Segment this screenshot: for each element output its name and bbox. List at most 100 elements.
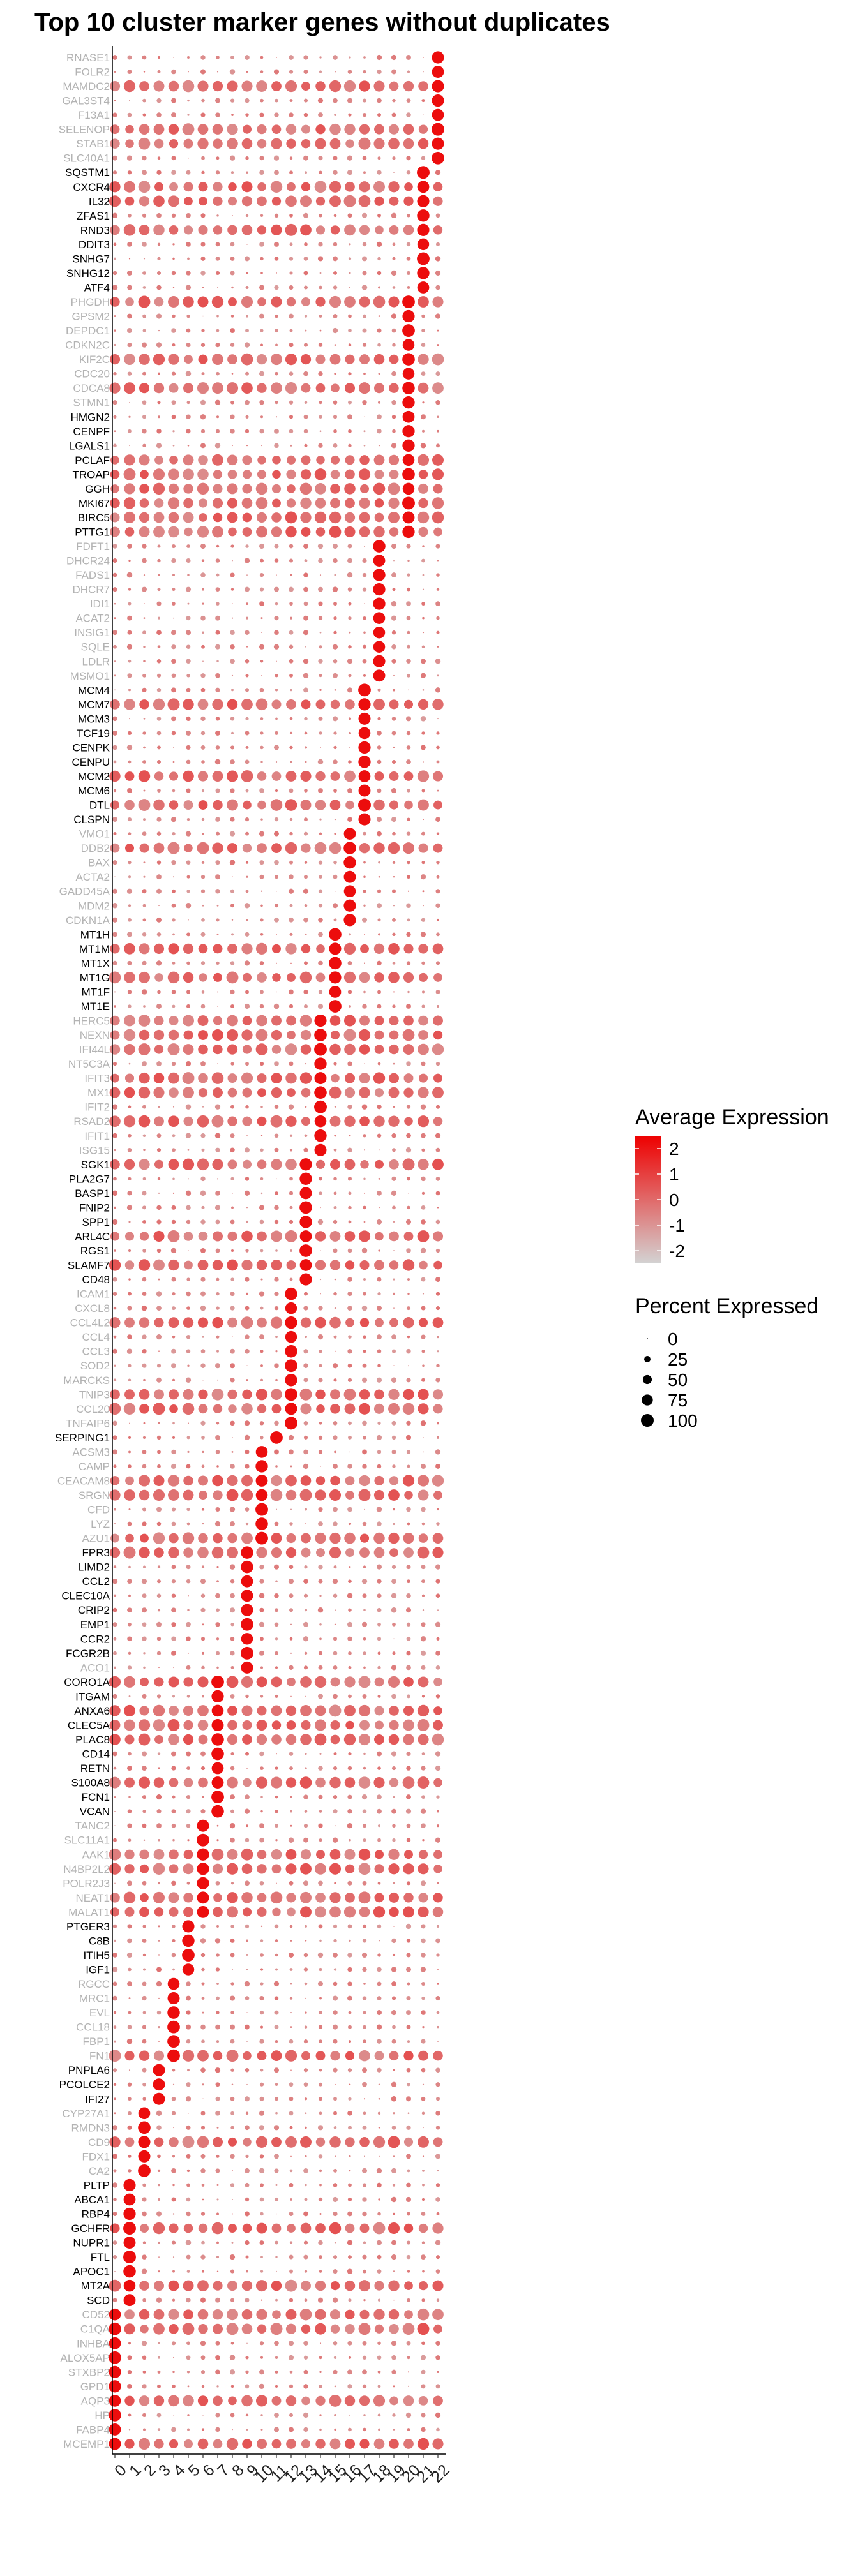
dot-RMDN3-5: [186, 2125, 191, 2130]
dot-MX1-14: [314, 1086, 327, 1099]
dot-BIRC5-19: [388, 511, 400, 523]
dot-MAMDC2-12: [285, 80, 297, 93]
dot-SLAMF7-8: [227, 1259, 238, 1271]
dot-CENPU-3: [157, 760, 161, 764]
dot-CCL20-17: [358, 1403, 371, 1415]
dot-PCOLCE2-3: [153, 2078, 165, 2091]
dot-RGS1-22: [435, 1248, 440, 1253]
dot-NEAT1-5: [183, 1893, 193, 1903]
dot-RNASE1-4: [173, 57, 174, 58]
dot-RGCC-13: [304, 1982, 308, 1986]
dot-MDM2-14: [318, 904, 323, 908]
dot-ACSM3-1: [128, 1450, 131, 1454]
dot-CCL4L2-18: [375, 1318, 384, 1327]
dot-LDLR-11: [276, 660, 277, 662]
dot-VMO1-20: [406, 831, 411, 836]
dot-ARL4C-2: [139, 1232, 149, 1241]
dot-HERC5-17: [359, 1015, 370, 1026]
gene-label: LDLR: [82, 655, 110, 667]
dot-GPD1-13: [303, 2384, 308, 2389]
dot-GAL3ST4-10: [260, 98, 264, 103]
dot-GPSM2-11: [275, 314, 278, 318]
dot-CD14-8: [230, 1752, 234, 1756]
dot-MT1G-18: [374, 972, 384, 983]
dot-RETN-6: [200, 1766, 206, 1771]
dot-PCLAF-7: [212, 454, 223, 466]
dot-CCL18-16: [348, 2025, 352, 2029]
dot-ANXA6-21: [417, 1704, 430, 1717]
dot-MT1E-21: [421, 1004, 425, 1008]
dot-BAX-8: [229, 860, 236, 865]
dot-FPR3-9: [241, 1546, 253, 1559]
dot-SLC11A1-18: [377, 1838, 381, 1842]
dot-CRIP2-16: [348, 1608, 352, 1612]
dot-N4BP2L2-21: [418, 1863, 429, 1875]
legend-tick-expression: 2: [669, 1139, 679, 1159]
dot-SCD-12: [289, 2298, 294, 2302]
dot-PHGDH-1: [125, 297, 134, 306]
dot-INSIG1-15: [333, 630, 337, 634]
dot-AZU1-17: [359, 1533, 370, 1543]
dot-MSMO1-3: [156, 673, 162, 678]
dot-HERC5-6: [197, 1015, 209, 1026]
dot-AZU1-22: [432, 1533, 444, 1544]
dot-INHBA-2: [141, 2341, 147, 2346]
dot-CCL4-14: [317, 1334, 324, 1340]
dot-ARL4C-19: [389, 1231, 399, 1242]
dot-MRC1-14: [319, 1997, 322, 2000]
dot-PLA2G7-14: [318, 1177, 323, 1181]
size-legend-dot: [641, 1414, 654, 1427]
dot-GADD45A-11: [276, 890, 277, 892]
dot-MSMO1-4: [171, 673, 176, 678]
dot-RETN-9: [246, 1768, 248, 1769]
dot-ARL4C-3: [153, 1230, 165, 1242]
dot-RNASE1-0: [112, 55, 117, 60]
dot-CD52-5: [183, 2309, 193, 2320]
dot-GPSM2-15: [333, 314, 338, 319]
dot-RMDN3-4: [173, 2127, 174, 2129]
dot-FPR3-6: [197, 1547, 209, 1558]
dot-PLTP-8: [230, 2183, 235, 2187]
dot-CCL2-3: [156, 1579, 162, 1584]
dot-NEXN-6: [198, 1030, 208, 1041]
dot-PHGDH-16: [344, 296, 356, 308]
dot-ACO1-8: [230, 1665, 234, 1669]
dot-LIMD2-5: [186, 1565, 191, 1570]
dot-DHCR24-18: [373, 555, 386, 567]
dot-EVL-8: [230, 2011, 234, 2014]
dot-IFI44L-11: [271, 1045, 282, 1054]
gene-label: EVL: [89, 2007, 110, 2019]
dot-C8B-19: [391, 1938, 396, 1944]
dot-RSAD2-15: [329, 1115, 341, 1127]
dot-GGH-16: [344, 483, 356, 495]
dot-CXCR4-7: [213, 182, 223, 192]
dot-GGH-2: [139, 484, 149, 494]
dot-STAB1-13: [301, 138, 311, 149]
dot-SCD-4: [172, 2298, 176, 2302]
dot-CCR2-5: [186, 1636, 191, 1642]
dot-FNIP2-16: [348, 1205, 352, 1210]
dot-TANC2-2: [142, 1823, 147, 1828]
dot-SGK1-17: [360, 1160, 369, 1169]
dot-CENPU-5: [186, 759, 191, 764]
dot-ALOX5AP-9: [245, 2356, 249, 2360]
dot-GCHFR-20: [403, 2223, 414, 2233]
dot-TCF19-0: [112, 730, 117, 736]
dot-PNPLA6-4: [172, 2068, 176, 2072]
dot-FDX1-13: [305, 2155, 307, 2157]
dot-IDI1-22: [435, 601, 440, 607]
dot-GPD1-6: [201, 2385, 205, 2388]
dot-ACO1-21: [421, 1665, 426, 1670]
dot-GGH-1: [124, 483, 135, 495]
dot-SPP1-8: [230, 1219, 235, 1225]
dot-IFIT1-20: [406, 1133, 411, 1138]
dot-FOLR2-20: [407, 70, 410, 73]
dot-MKI67-22: [432, 497, 444, 509]
dot-KIF2C-9: [241, 353, 253, 366]
dot-CDCA8-14: [315, 383, 326, 393]
dot-FPR3-18: [373, 1547, 385, 1558]
dot-GPD1-1: [127, 2383, 132, 2389]
dot-CD52-22: [432, 2309, 444, 2321]
dot-RMDN3-15: [333, 2126, 337, 2129]
dot-NUPR1-20: [406, 2240, 411, 2245]
